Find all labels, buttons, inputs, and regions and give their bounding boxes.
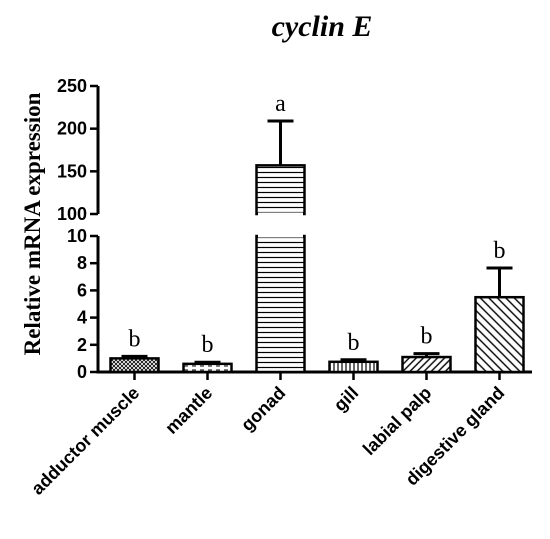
- x-tick-label: labial palp: [359, 383, 435, 459]
- y-tick-label: 10: [67, 226, 87, 246]
- chart-title: cyclin E: [272, 10, 373, 43]
- y-tick-label: 8: [77, 253, 87, 273]
- y-axis-label: Relative mRNA expression: [20, 92, 45, 355]
- bar: [255, 164, 306, 216]
- y-tick-label: 100: [57, 204, 87, 224]
- x-tick-label: mantle: [161, 383, 216, 438]
- significance-label: b: [202, 332, 214, 358]
- significance-label: b: [129, 326, 141, 352]
- y-tick-label: 0: [77, 362, 87, 382]
- bar: [255, 234, 306, 374]
- bar: [401, 355, 452, 374]
- significance-label: b: [348, 330, 360, 356]
- x-tick-label: gill: [330, 383, 363, 416]
- bar: [182, 362, 233, 374]
- bars: [109, 119, 525, 374]
- significance-label: a: [275, 91, 286, 117]
- y-tick-label: 6: [77, 280, 87, 300]
- y-tick-label: 4: [77, 308, 87, 328]
- bar: [109, 357, 160, 374]
- y-tick-label: 2: [77, 335, 87, 355]
- y-tick-label: 200: [57, 119, 87, 139]
- significance-label: b: [421, 324, 433, 350]
- y-tick-label: 150: [57, 161, 87, 181]
- y-tick-label: 250: [57, 76, 87, 96]
- x-tick-label: adductor muscle: [27, 383, 143, 499]
- x-tick-label: gonad: [237, 383, 289, 435]
- bar: [474, 295, 525, 374]
- bar: [328, 360, 379, 374]
- significance-label: b: [494, 238, 506, 264]
